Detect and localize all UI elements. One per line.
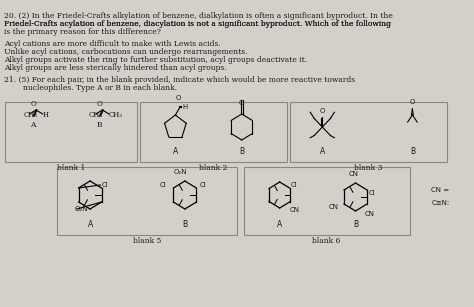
Text: A: A bbox=[30, 121, 36, 129]
Text: blank 6: blank 6 bbox=[312, 237, 340, 245]
Text: CN: CN bbox=[348, 171, 359, 177]
Text: B: B bbox=[239, 147, 244, 156]
Text: Friedel-Crafts acylation of benzene, diacylation is not a significant byproduct.: Friedel-Crafts acylation of benzene, dia… bbox=[4, 20, 391, 28]
Text: CH₃: CH₃ bbox=[109, 111, 123, 119]
Text: O: O bbox=[239, 100, 245, 106]
Text: B: B bbox=[410, 147, 415, 156]
Text: O: O bbox=[319, 108, 325, 114]
Text: A: A bbox=[87, 220, 93, 229]
Text: A: A bbox=[277, 220, 283, 229]
Text: blank 1: blank 1 bbox=[57, 164, 85, 172]
Text: O: O bbox=[175, 95, 181, 101]
Text: Cl: Cl bbox=[101, 182, 108, 188]
Text: B: B bbox=[182, 220, 187, 229]
Text: Cl: Cl bbox=[291, 182, 298, 188]
Text: blank 5: blank 5 bbox=[133, 237, 161, 245]
Text: B: B bbox=[353, 220, 358, 229]
Text: Unlike acyl cations, carbocations can undergo rearrangements.: Unlike acyl cations, carbocations can un… bbox=[4, 48, 247, 56]
Text: CN =: CN = bbox=[431, 187, 449, 193]
Text: CH₃: CH₃ bbox=[24, 111, 38, 119]
Text: O: O bbox=[410, 99, 415, 105]
Text: Friedel-Crafts acylation of benzene, diacylation is not a significant byproduct.: Friedel-Crafts acylation of benzene, dia… bbox=[4, 20, 391, 28]
Text: blank 3: blank 3 bbox=[354, 164, 382, 172]
Text: blank 2: blank 2 bbox=[199, 164, 228, 172]
Text: A: A bbox=[173, 147, 178, 156]
Text: H: H bbox=[43, 111, 49, 119]
Text: Alkyl groups are less sterically hindered than acyl groups.: Alkyl groups are less sterically hindere… bbox=[4, 64, 227, 72]
Text: Cl: Cl bbox=[200, 182, 207, 188]
Text: Cl: Cl bbox=[369, 190, 375, 196]
Text: A: A bbox=[319, 147, 325, 156]
Text: CN: CN bbox=[365, 211, 375, 217]
Text: H: H bbox=[182, 104, 187, 110]
Text: CN: CN bbox=[328, 204, 338, 210]
Text: O₂N: O₂N bbox=[75, 206, 88, 212]
Text: Acyl cations are more difficult to make with Lewis acids.: Acyl cations are more difficult to make … bbox=[4, 40, 220, 48]
Text: C≡N:: C≡N: bbox=[431, 200, 450, 206]
Text: 21. (5) For each pair, in the blank provided, indicate which would be more react: 21. (5) For each pair, in the blank prov… bbox=[4, 76, 355, 84]
Text: B: B bbox=[97, 121, 102, 129]
Text: is the primary reason for this difference?: is the primary reason for this differenc… bbox=[4, 28, 161, 36]
Text: CH₃: CH₃ bbox=[88, 111, 102, 119]
Text: 20. (2) In the Friedel-Crafts alkylation of benzene, dialkylation is often a sig: 20. (2) In the Friedel-Crafts alkylation… bbox=[4, 12, 392, 20]
Text: O: O bbox=[30, 100, 36, 108]
Text: O₂N: O₂N bbox=[173, 169, 187, 175]
Text: CN: CN bbox=[289, 207, 299, 213]
Text: nucleophiles. Type A or B in each blank.: nucleophiles. Type A or B in each blank. bbox=[4, 84, 177, 92]
Text: Alkyl groups activate the ring to further substitution, acyl groups deactivate i: Alkyl groups activate the ring to furthe… bbox=[4, 56, 307, 64]
Text: Cl: Cl bbox=[159, 182, 166, 188]
Text: O: O bbox=[97, 100, 102, 108]
